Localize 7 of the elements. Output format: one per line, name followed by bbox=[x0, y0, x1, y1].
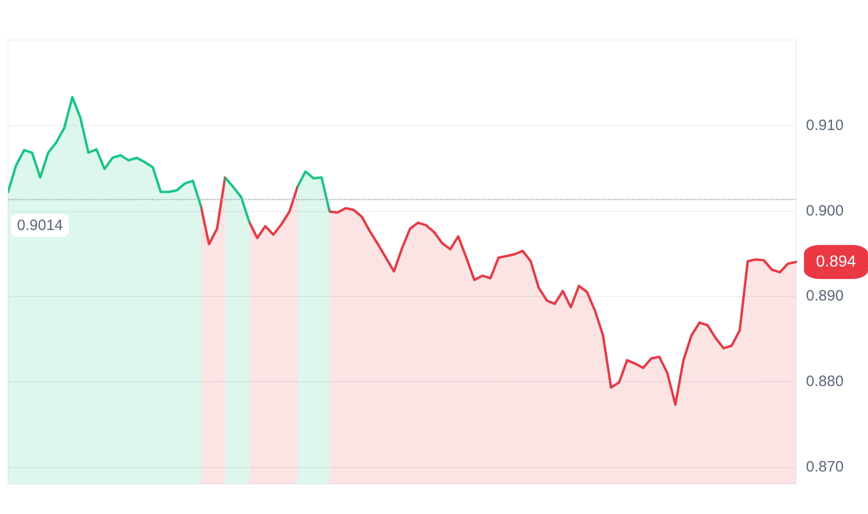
ref-line-label: 0.9014 bbox=[17, 216, 63, 234]
y-tick-label: 0.890 bbox=[806, 288, 844, 305]
text: 0.894 bbox=[816, 254, 856, 270]
y-tick-label: 0.900 bbox=[806, 202, 844, 220]
y-tick-label: 0.880 bbox=[806, 373, 844, 390]
y-tick-label: 0.910 bbox=[806, 116, 844, 134]
y-tick-label: 0.870 bbox=[806, 458, 844, 476]
